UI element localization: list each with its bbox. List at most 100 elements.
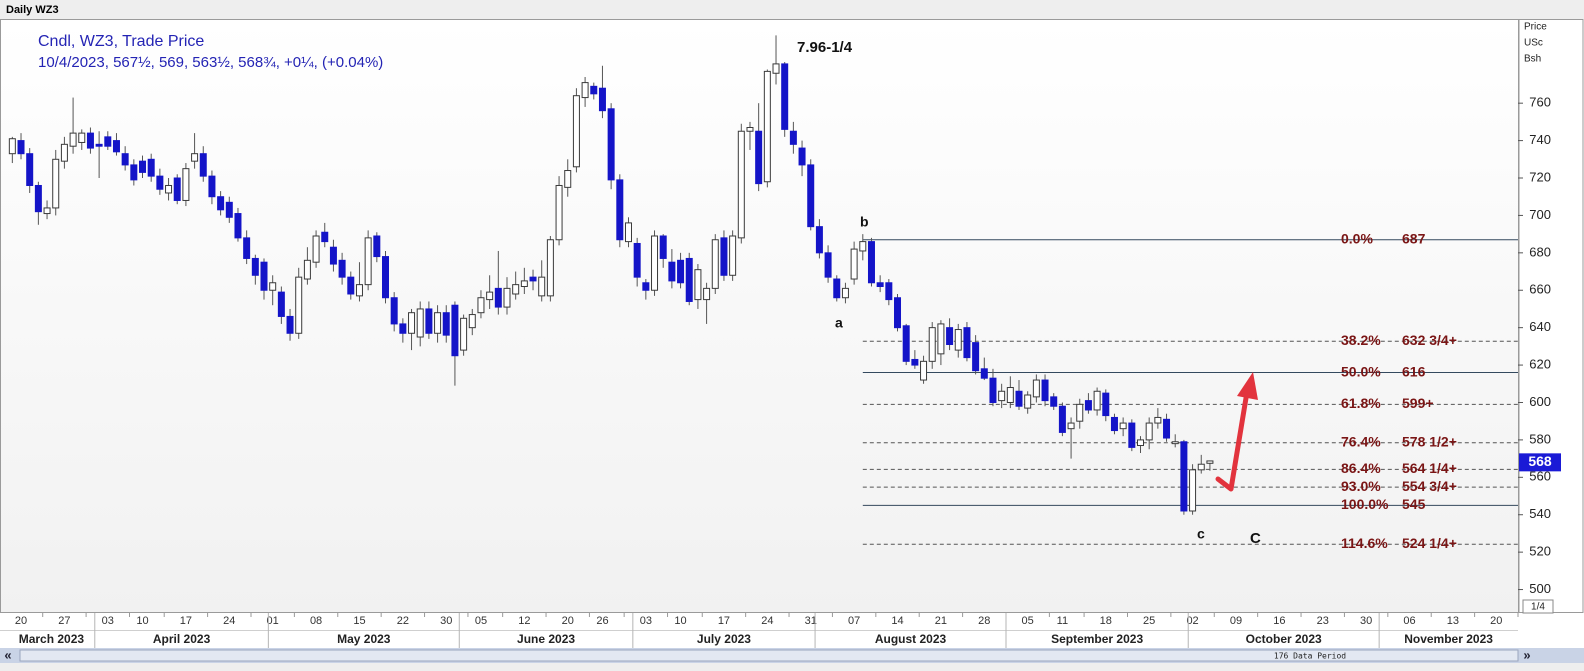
candle-body <box>642 282 650 291</box>
candle-body <box>859 241 867 252</box>
scroll-left-button[interactable]: « <box>4 647 11 662</box>
candle-body <box>798 147 806 166</box>
annotation: c <box>1197 526 1205 542</box>
x-tick-label: 21 <box>935 615 947 627</box>
price-tag-label: 568 <box>1528 453 1552 469</box>
x-tick-label: 23 <box>1317 615 1329 627</box>
candle-body <box>251 257 259 276</box>
x-tick-label: 16 <box>1273 615 1285 627</box>
annotation: 7.96-1/4 <box>797 39 853 56</box>
candle-body <box>156 175 164 190</box>
candle-body <box>867 241 875 284</box>
legend-line: 10/4/2023, 567½, 569, 563½, 568¾, +0¼, (… <box>38 54 383 71</box>
arrow-head <box>1237 372 1258 400</box>
x-tick-label: 11 <box>1057 615 1068 627</box>
candle-body <box>451 304 459 357</box>
candle-body <box>338 259 346 278</box>
candle-body <box>373 235 381 258</box>
candle-body <box>538 276 546 297</box>
y-axis-panel <box>1518 19 1584 613</box>
candle-body <box>1189 469 1197 512</box>
month-label: October 2023 <box>1246 632 1322 646</box>
candle-body <box>1163 418 1171 439</box>
candle-body <box>286 315 294 334</box>
x-tick-label: 03 <box>640 615 652 627</box>
fib-percent: 38.2% <box>1341 332 1381 348</box>
candle-body <box>772 63 780 74</box>
scrollbar-thumb[interactable] <box>19 649 1519 662</box>
scroll-right-button[interactable]: » <box>1523 647 1530 662</box>
candle-body <box>347 276 355 295</box>
candle-body <box>1015 390 1023 407</box>
candle-body <box>382 256 389 299</box>
candle-body <box>1145 422 1153 441</box>
candle-body <box>841 287 849 299</box>
candle-body <box>329 246 337 265</box>
fib-percent: 50.0% <box>1341 363 1381 379</box>
arrow <box>1215 389 1250 492</box>
candle-body <box>269 282 277 291</box>
candle-body <box>121 153 129 166</box>
x-tick-label: 10 <box>674 615 686 627</box>
page-box[interactable] <box>1522 599 1554 614</box>
x-tick-label: 05 <box>475 615 487 627</box>
candle-body <box>546 239 554 297</box>
annotation: C <box>1250 530 1261 547</box>
candle-body <box>920 360 928 381</box>
y-tick-label: 500 <box>1529 581 1551 596</box>
candle-body <box>1041 379 1049 402</box>
candle-body <box>850 248 858 280</box>
candle-body <box>104 136 112 147</box>
x-tick-label: 31 <box>805 615 817 627</box>
candle-body <box>1180 441 1188 512</box>
candle-body <box>43 207 51 215</box>
month-label: August 2023 <box>875 632 947 646</box>
candle-body <box>833 278 841 299</box>
candle-body <box>182 168 190 201</box>
candle-body <box>590 85 598 95</box>
candle-body <box>677 259 685 284</box>
candle-body <box>789 130 797 145</box>
candle-body <box>1206 460 1214 464</box>
status-bar <box>0 663 1584 671</box>
candle-body <box>894 297 902 329</box>
candle-body <box>781 63 789 130</box>
page-indicator[interactable]: 1/4 <box>1531 602 1545 613</box>
candle-body <box>355 284 363 297</box>
candle-body <box>460 317 468 351</box>
x-tick-label: 08 <box>310 615 322 627</box>
x-tick-label: 13 <box>1447 615 1459 627</box>
x-tick-label: 27 <box>58 615 70 627</box>
candle-body <box>1119 422 1127 430</box>
price-tag <box>1519 453 1561 472</box>
candle-body <box>503 287 511 308</box>
candle-body <box>364 237 372 286</box>
annotation: b <box>860 214 869 230</box>
candle-body <box>729 235 737 276</box>
candle-body <box>1171 441 1179 445</box>
y-tick-label: 520 <box>1529 544 1551 559</box>
candle-body <box>1137 439 1144 447</box>
x-tick-label: 01 <box>267 615 279 627</box>
fib-value: 687 <box>1402 230 1426 246</box>
month-label: November 2023 <box>1404 632 1493 646</box>
candle-body <box>112 140 120 153</box>
candle-body <box>711 239 719 289</box>
x-tick-label: 03 <box>102 615 114 627</box>
candle-body <box>1006 387 1014 403</box>
window-title: Daily WZ3 <box>6 4 59 16</box>
fib-value: 632 3/4+ <box>1402 332 1457 348</box>
candle-body <box>954 329 962 351</box>
candle-body <box>911 358 919 366</box>
candle-body <box>208 175 216 198</box>
fib-value: 564 1/4+ <box>1402 460 1457 476</box>
candle-body <box>720 237 728 276</box>
x-tick-label: 12 <box>518 615 530 627</box>
x-tick-label: 30 <box>440 615 452 627</box>
candle-body <box>998 390 1006 402</box>
candle-body <box>572 95 580 168</box>
y-tick-label: 620 <box>1529 357 1551 372</box>
candle-body <box>434 312 442 334</box>
fib-percent: 100.0% <box>1341 496 1389 512</box>
candle-body <box>685 257 693 302</box>
